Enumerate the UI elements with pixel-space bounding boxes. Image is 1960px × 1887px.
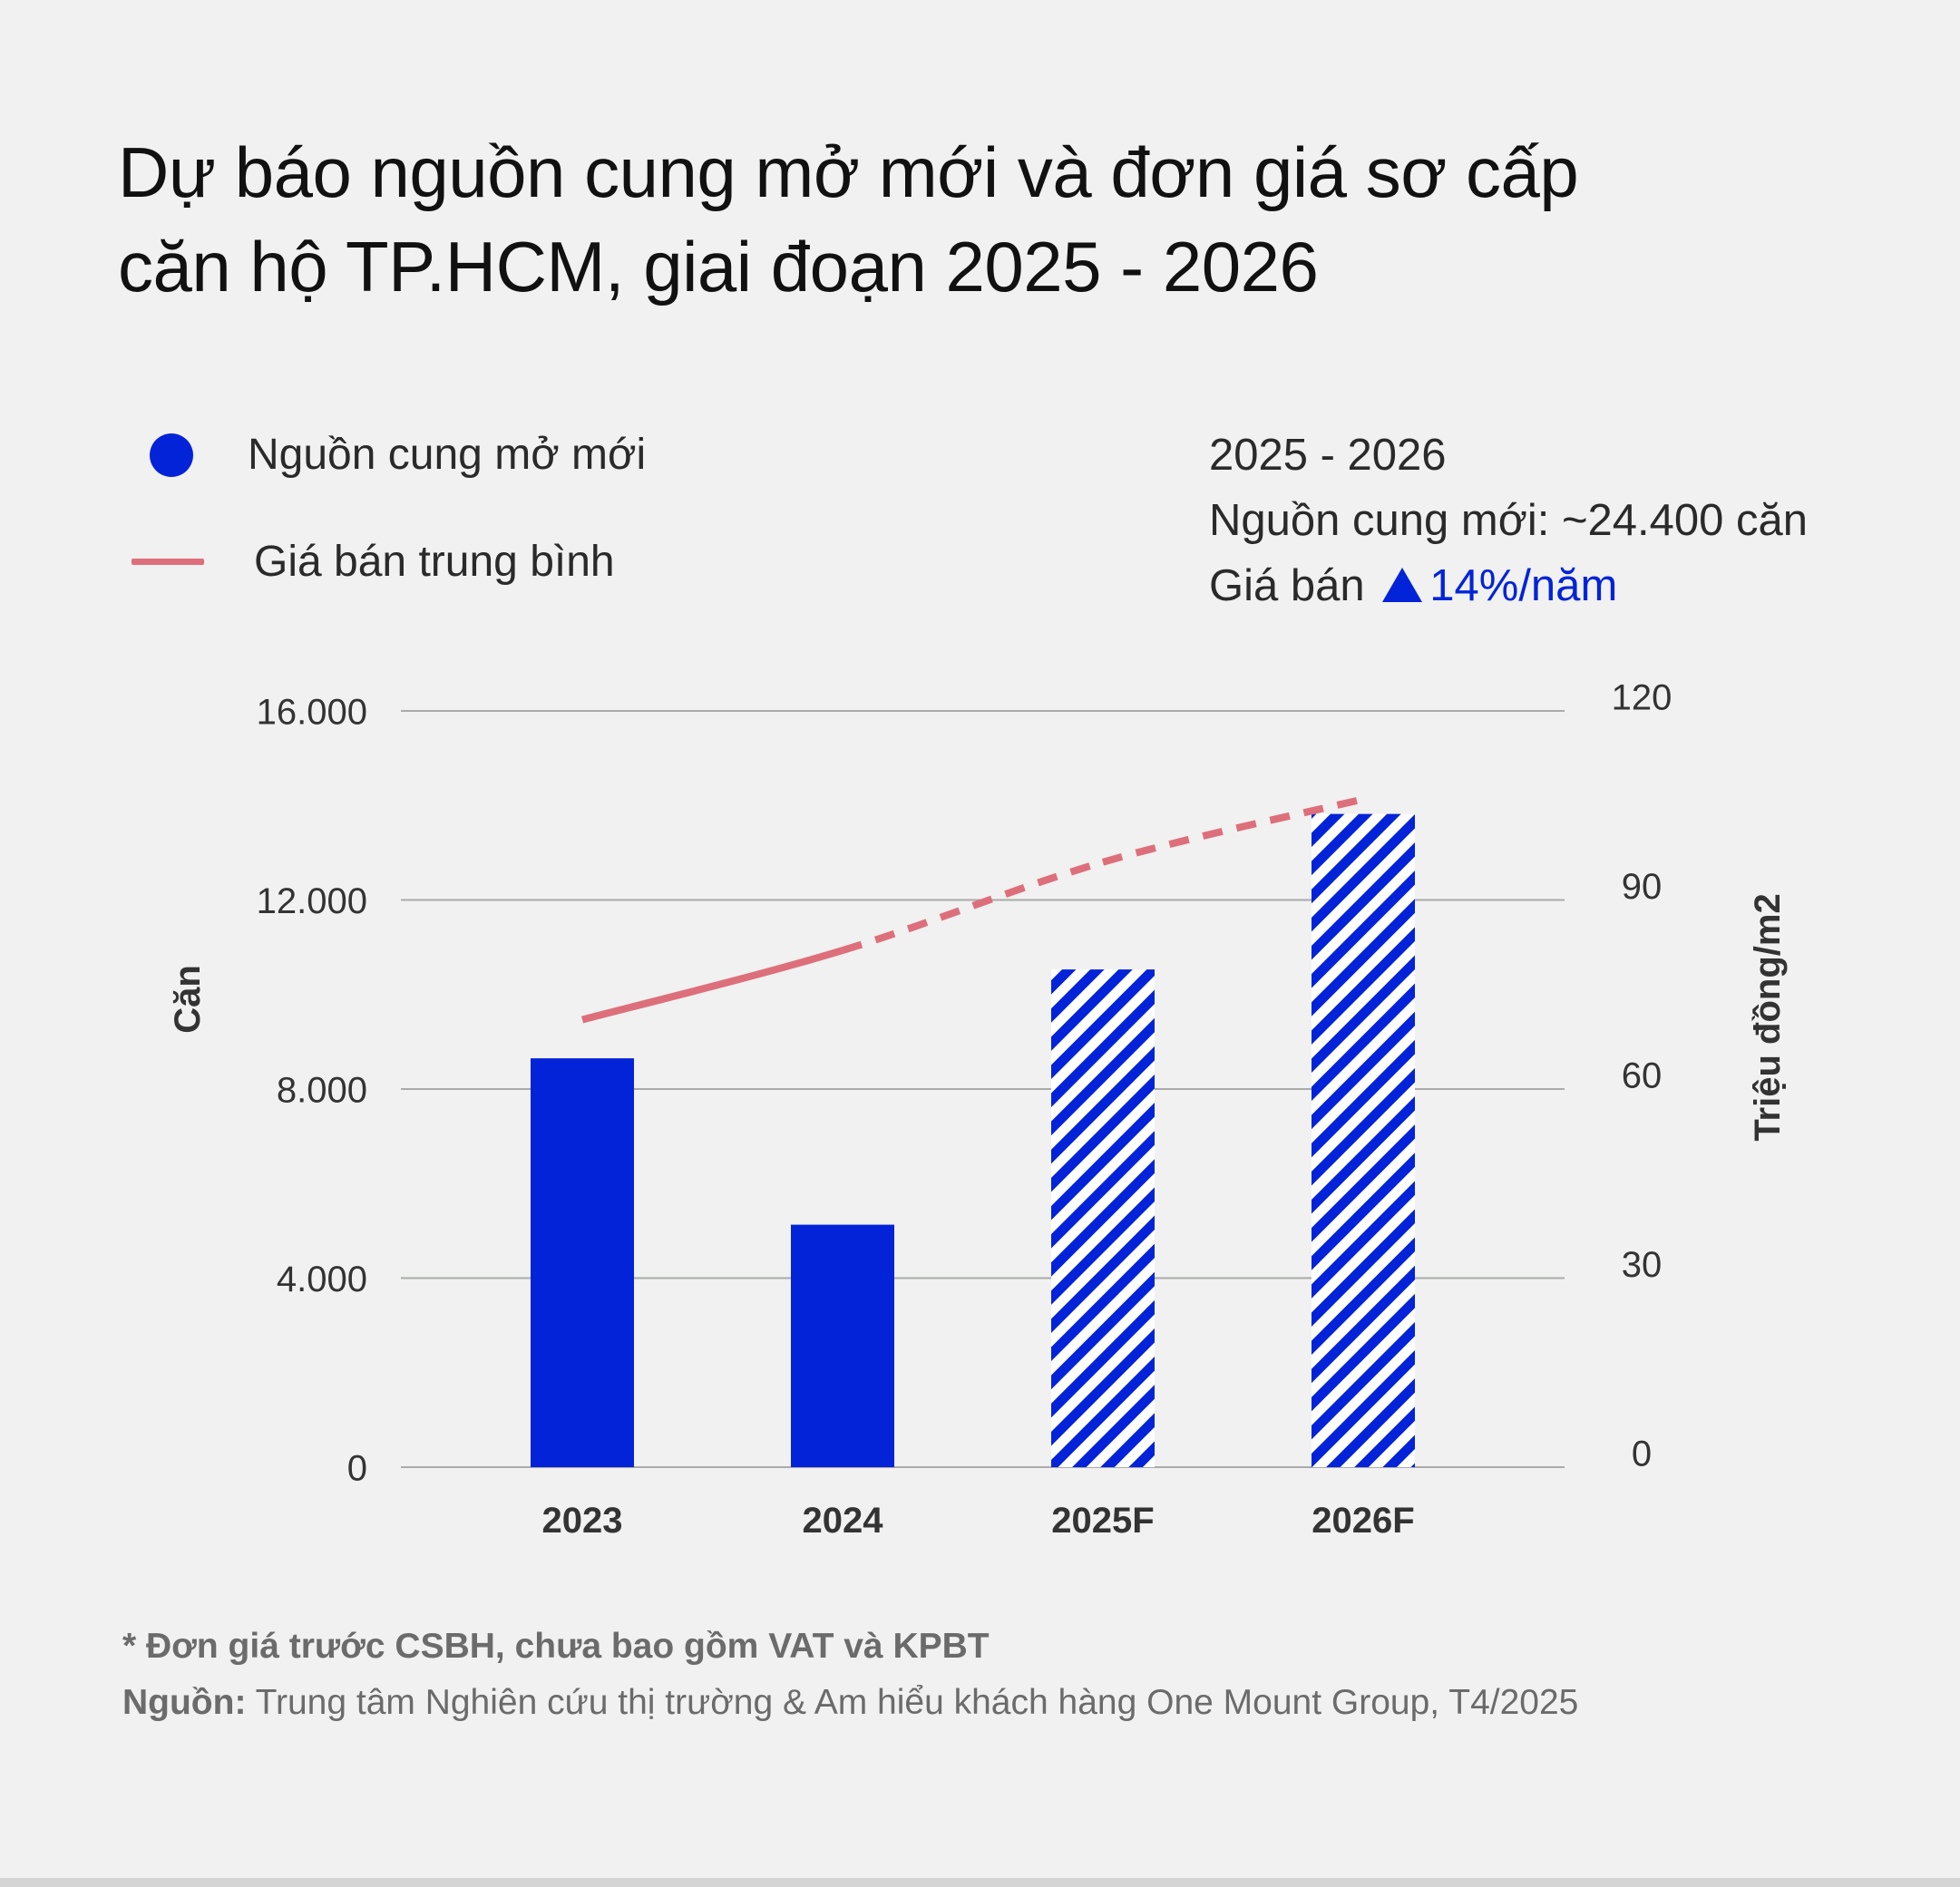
legend-swatch-supply bbox=[150, 433, 193, 477]
chart-title-line-2: căn hộ TP.HCM, giai đoạn 2025 - 2026 bbox=[118, 227, 1319, 306]
bar-2026F bbox=[1312, 813, 1415, 1467]
bar-2024 bbox=[791, 1224, 894, 1467]
price-line-segment bbox=[841, 858, 1105, 954]
y-tick-label: 4.000 bbox=[277, 1260, 367, 1299]
source-text: Trung tâm Nghiên cứu thị trường & Am hiể… bbox=[246, 1683, 1579, 1722]
chart-notes: * Đơn giá trước CSBH, chưa bao gồm VAT v… bbox=[122, 1619, 1578, 1731]
price-line-segment bbox=[1101, 795, 1364, 866]
price-line-segment bbox=[580, 947, 844, 1024]
chart-title: Dự báo nguồn cung mở mới và đơn giá sơ c… bbox=[118, 125, 1796, 314]
y2-tick-label: 90 bbox=[1622, 867, 1663, 907]
legend-label-price: Giá bán trung bình bbox=[254, 538, 615, 586]
summary-price-prefix: Giá bán bbox=[1209, 561, 1365, 610]
summary-price: Giá bán 14%/năm bbox=[1209, 553, 1808, 618]
y2-tick-label: 30 bbox=[1622, 1245, 1663, 1285]
up-triangle-icon bbox=[1382, 568, 1423, 602]
y2-tick-label: 120 bbox=[1612, 678, 1672, 718]
bar-2025F bbox=[1051, 969, 1155, 1467]
summary-supply: Nguồn cung mới: ~24.400 căn bbox=[1209, 496, 1809, 545]
footnote: * Đơn giá trước CSBH, chưa bao gồm VAT v… bbox=[122, 1627, 990, 1666]
y-tick-label: 16.000 bbox=[257, 693, 367, 733]
summary-box: 2025 - 2026 Nguồn cung mới: ~24.400 căn … bbox=[1209, 423, 1808, 618]
source-line: Nguồn: Trung tâm Nghiên cứu thị trường &… bbox=[122, 1675, 1578, 1731]
source-label: Nguồn: bbox=[122, 1683, 247, 1722]
y2-tick-label: 60 bbox=[1622, 1056, 1663, 1096]
x-tick-label: 2026F bbox=[1312, 1501, 1414, 1541]
legend-swatch-price bbox=[132, 559, 204, 565]
bar-2023 bbox=[531, 1058, 634, 1467]
y-tick-label: 12.000 bbox=[257, 881, 367, 921]
legend-item-price: Giá bán trung bình bbox=[132, 537, 615, 587]
summary-price-change: 14%/năm bbox=[1429, 561, 1618, 610]
y2-axis-label: Triệu đồng/m2 bbox=[1748, 893, 1788, 1141]
x-tick-label: 2023 bbox=[542, 1501, 623, 1541]
y-tick-label: 8.000 bbox=[277, 1071, 367, 1111]
legend-item-supply: Nguồn cung mở mới bbox=[150, 430, 646, 480]
y-tick-label: 0 bbox=[347, 1449, 367, 1489]
y2-tick-label: 0 bbox=[1632, 1435, 1652, 1474]
legend-label-supply: Nguồn cung mở mới bbox=[248, 431, 647, 479]
summary-period: 2025 - 2026 bbox=[1209, 431, 1447, 480]
x-tick-label: 2025F bbox=[1051, 1501, 1154, 1541]
x-tick-label: 2024 bbox=[803, 1501, 884, 1541]
y-axis-label: Căn bbox=[168, 965, 208, 1034]
bottom-divider bbox=[0, 1878, 1960, 1887]
chart-title-line-1: Dự báo nguồn cung mở mới và đơn giá sơ c… bbox=[118, 132, 1579, 212]
